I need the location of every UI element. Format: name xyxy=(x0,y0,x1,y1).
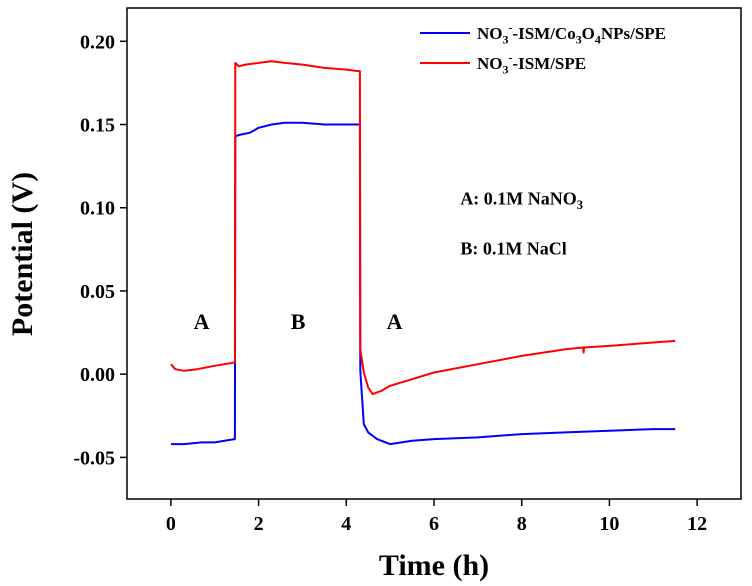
series-line-1 xyxy=(170,121,676,446)
region-label-2: B xyxy=(291,309,306,334)
x-tick-label: 2 xyxy=(254,513,264,535)
region-label-1: A xyxy=(194,309,210,334)
x-tick-label: 10 xyxy=(599,513,619,535)
x-tick-label: 6 xyxy=(429,513,439,535)
x-tick-label: 12 xyxy=(687,513,707,535)
y-tick-label: -0.05 xyxy=(73,447,115,469)
x-tick-label: 0 xyxy=(166,513,176,535)
annotation-a: A: 0.1M NaNO​3​ xyxy=(460,188,583,212)
annotation-b: B: 0.1M NaCl xyxy=(460,238,567,258)
y-axis-title: Potential (V) xyxy=(6,172,39,336)
axis-ticks: 0 2 4 6 8 10 12 -0.05 0.00 0.05 0.10 0.15 0.20 xyxy=(73,31,707,535)
plot-frame xyxy=(126,7,742,500)
y-tick-label: 0.15 xyxy=(80,115,115,137)
legend-label-1: NO​3​-​-ISM/Co​3​O​4​NPs/SPE​ xyxy=(477,20,666,46)
y-tick-label: 0.10 xyxy=(80,198,115,220)
y-tick-label: 0.05 xyxy=(80,281,115,303)
y-tick-label: 0.00 xyxy=(80,364,115,386)
x-tick-label: 8 xyxy=(517,513,527,535)
legend-label-2: NO​3​-​-ISM/SPE​ xyxy=(477,50,586,76)
y-tick-label: 0.20 xyxy=(80,31,115,53)
series-layer xyxy=(170,60,676,446)
series-line-2 xyxy=(170,60,676,396)
region-label-3: A xyxy=(387,309,403,334)
x-tick-label: 4 xyxy=(341,513,351,535)
legend: NO​3​-​-ISM/Co​3​O​4​NPs/SPE​ NO​3​-​-ISM… xyxy=(420,20,666,76)
x-axis-title: Time (h) xyxy=(379,549,489,582)
annotations: A: 0.1M NaNO​3​ B: 0.1M NaCl A B A xyxy=(194,188,583,334)
